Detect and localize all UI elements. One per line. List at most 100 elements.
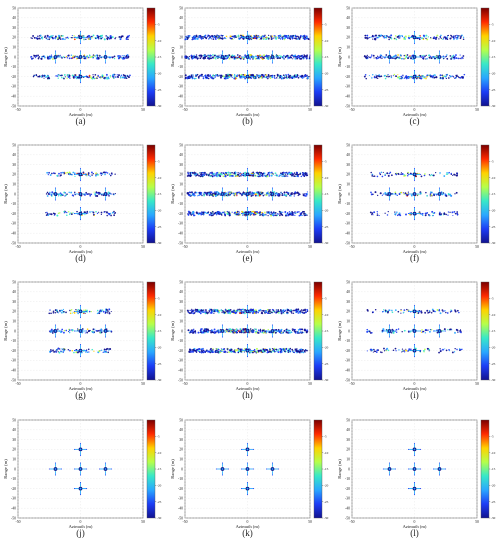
clutter-point (230, 192, 233, 194)
clutter-point (87, 38, 90, 40)
clutter-point (363, 75, 366, 78)
clutter-point (265, 55, 268, 58)
clutter-point (270, 211, 273, 213)
target-sidelobe-v (104, 190, 107, 192)
clutter-point (208, 35, 210, 37)
clutter-point (300, 175, 303, 178)
clutter-point (233, 56, 236, 59)
target-sidelobe-v (388, 188, 391, 190)
y-tick-label: 50 (346, 143, 350, 147)
clutter-point (121, 35, 124, 38)
clutter-point (118, 36, 121, 38)
clutter-point (235, 35, 237, 37)
clutter-point (219, 175, 222, 178)
target-sidelobe-h (225, 193, 228, 195)
clutter-point (45, 76, 47, 78)
clutter-point (391, 174, 393, 177)
clutter-point (278, 213, 280, 215)
colorbar-tick-label: -15 (491, 192, 496, 196)
clutter-point (225, 312, 227, 314)
clutter-point (277, 74, 279, 76)
clutter-point (71, 350, 74, 352)
target-sidelobe-v (413, 30, 416, 32)
clutter-point (49, 57, 52, 60)
clutter-point (190, 75, 193, 78)
clutter-point (381, 35, 384, 37)
x-tick-label: 0 (247, 245, 249, 249)
clutter-point (83, 211, 86, 214)
target-sidelobe-h (418, 193, 421, 195)
clutter-point (63, 172, 66, 175)
target-sidelobe-v (438, 61, 441, 63)
y-tick-label: 40 (346, 153, 350, 157)
clutter-point (88, 76, 90, 78)
target-sidelobe-h (83, 310, 86, 312)
clutter-point (70, 308, 73, 311)
clutter-point (389, 171, 392, 174)
clutter-point (369, 211, 372, 214)
target-sidelobe-v (271, 197, 274, 199)
clutter-point (210, 174, 212, 177)
clutter-point (279, 308, 282, 311)
clutter-point (209, 75, 211, 78)
clutter-point (424, 55, 426, 58)
clutter-point (85, 351, 87, 353)
clutter-point (263, 172, 266, 175)
target-sidelobe-v (413, 81, 416, 83)
clutter-point (457, 37, 459, 40)
clutter-point (210, 214, 213, 217)
target-sidelobe-h (432, 56, 435, 58)
target-sidelobe-h (409, 76, 412, 78)
target-sidelobe-h (73, 36, 76, 38)
clutter-point (51, 172, 53, 175)
clutter-point (372, 54, 375, 57)
clutter-point (195, 74, 197, 76)
y-tick-label: 50 (179, 143, 183, 147)
clutter-point (49, 37, 51, 39)
clutter-point (433, 212, 436, 214)
target-sidelobe-v (388, 189, 391, 191)
clutter-point (50, 348, 52, 351)
target-sidelobe-h (251, 76, 254, 78)
clutter-point (57, 74, 59, 76)
target-sidelobe-h (227, 193, 230, 195)
colorbar (480, 7, 490, 107)
target-sidelobe-v (413, 176, 416, 178)
clutter-point (212, 57, 214, 59)
clutter-point (226, 74, 229, 76)
y-tick-label: -20 (178, 349, 183, 353)
clutter-point (294, 174, 296, 176)
target-sidelobe-h (241, 36, 244, 38)
target-sidelobe-v (246, 60, 249, 62)
target-sidelobe-h (393, 193, 396, 195)
clutter-point (285, 175, 287, 177)
clutter-point (297, 192, 300, 195)
clutter-point (394, 37, 396, 40)
clutter-point (200, 54, 202, 57)
clutter-point (229, 37, 231, 39)
clutter-point (115, 36, 117, 38)
clutter-point (302, 37, 304, 39)
clutter-point (303, 57, 305, 59)
clutter-point (370, 171, 372, 174)
clutter-point (293, 75, 296, 78)
clutter-point (454, 193, 456, 195)
y-tick-label: 0 (14, 329, 16, 333)
target-sidelobe-h (73, 350, 76, 352)
clutter-point (391, 38, 393, 40)
target-sidelobe-h (75, 76, 78, 78)
clutter-point (281, 194, 284, 197)
clutter-point (281, 37, 284, 40)
clutter-point (280, 213, 283, 216)
clutter-point (57, 212, 60, 215)
y-tick-label: -10 (11, 202, 16, 206)
clutter-point (387, 74, 389, 76)
clutter-point (462, 36, 465, 38)
clutter-point (192, 211, 195, 214)
colorbar-tick-label: -10 (157, 39, 162, 43)
clutter-point (201, 173, 204, 176)
clutter-point (59, 55, 61, 57)
clutter-point (83, 35, 85, 37)
clutter-point (259, 54, 262, 57)
clutter-point (239, 76, 242, 79)
